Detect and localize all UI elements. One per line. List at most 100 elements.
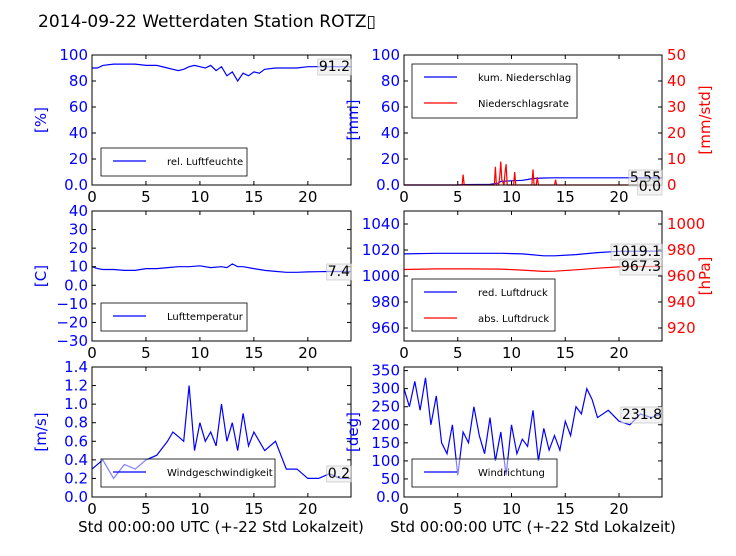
value-annotation: 0.2: [328, 466, 350, 482]
x-tick-label: 15: [244, 188, 263, 206]
y-tick-label: 20: [69, 150, 88, 168]
y-tick-label-right: 920: [667, 319, 696, 337]
legend: rel. Luftfeuchte: [100, 147, 248, 177]
y-tick-label: 960: [371, 319, 400, 337]
y-tick-label: 0.4: [64, 451, 88, 469]
chart-panel-5: 0 5 10 15 200.00.20.40.60.81.01.21.4[m/s]Win…: [32, 358, 352, 518]
x-axis-label-left: Std 00:00:00 UTC (+-22 Std Lokalzeit): [78, 518, 364, 536]
figure-title: 2014-09-22 Wetterdaten Station ROTZ▯: [38, 12, 376, 32]
value-annotation: 7.4: [328, 264, 350, 280]
value-annotation-box: [637, 178, 663, 196]
y-tick-label: 80: [381, 72, 400, 90]
y-tick-label: 100: [371, 452, 400, 470]
y-tick-label-right: 40: [667, 72, 686, 90]
y-tick-label: 50: [381, 470, 400, 488]
y-tick-label: 300: [371, 380, 400, 398]
plot-frame: [403, 54, 663, 186]
y-tick-label: 1020: [362, 241, 400, 259]
y-tick-label: 60: [381, 98, 400, 116]
y-tick-label: 980: [371, 293, 400, 311]
x-tick-label: 10: [190, 188, 209, 206]
legend-entry: rel. Luftfeuchte: [167, 157, 243, 168]
y-tick-label: 10: [69, 258, 88, 276]
y-axis-label: [C]: [32, 265, 50, 287]
chart-panel-3: 0 5 10 15 20−30−20−100.010203040[C]Lufttempe…: [32, 202, 352, 362]
legend: Lufttemperatur: [100, 302, 248, 332]
value-annotation-box: [326, 263, 352, 281]
value-annotation: 91.2: [319, 59, 350, 75]
y-tick-label: 80: [69, 72, 88, 90]
series-line-1-1: [92, 63, 351, 83]
y-axis-label-right: [mm/std]: [696, 85, 714, 154]
series-line-6-1: [403, 377, 663, 476]
x-tick-label: 10: [190, 344, 209, 362]
x-tick-label: 15: [556, 188, 575, 206]
x-tick-label: 10: [190, 500, 209, 518]
y-tick-label: 0.0: [64, 176, 88, 194]
legend-entry: kum. Niederschlag: [478, 73, 571, 84]
y-tick-label: 200: [371, 416, 400, 434]
y-tick-label: 1.0: [64, 395, 88, 413]
x-tick-label: 0: [87, 188, 97, 206]
series-line-5-1: [91, 385, 351, 480]
legend-box: [411, 458, 558, 488]
x-tick-label: 20: [298, 344, 317, 362]
y-tick-label-right: 940: [667, 293, 696, 311]
y-tick-label: 150: [371, 434, 400, 452]
y-tick-label-right: 960: [667, 267, 696, 285]
x-tick-label: 10: [502, 344, 521, 362]
chart-panel-1: 0 5 10 15 20 0.0 20 40 60 80 100 [%] rel. Luftfeucht…: [32, 46, 352, 206]
y-tick-label: 100: [59, 46, 88, 64]
x-tick-label: 15: [244, 500, 263, 518]
x-tick-label: 0: [87, 344, 97, 362]
legend: red. Luftdruck abs. Luftdruck: [411, 278, 556, 332]
x-tick-label: 0: [399, 344, 409, 362]
y-axis-label: [%]: [32, 107, 50, 133]
legend-entry: abs. Luftdruck: [478, 314, 549, 325]
x-tick-label: 20: [298, 500, 317, 518]
y-tick-label: −20: [56, 313, 88, 331]
x-tick-label: 5: [453, 188, 463, 206]
chart-panel-4: 0 5 10 15 20 960 980 1000 1020 1040 920 940 960 980 10…: [362, 210, 714, 362]
chart-panel-2: 0 5 10 15 20 0.0 20 40 60 80 100 0 10 20 30 40 50 [mm] [mm…: [344, 46, 714, 206]
y-tick-label: 1.4: [64, 358, 88, 376]
x-tick-label: 0: [399, 500, 409, 518]
y-tick-label: 1040: [362, 215, 400, 233]
y-tick-label: 0.6: [64, 432, 88, 450]
legend: Windrichtung: [411, 458, 558, 488]
legend-box: [100, 147, 248, 177]
x-tick-label: 10: [502, 188, 521, 206]
y-tick-label: 60: [69, 98, 88, 116]
y-tick-label: 0.0: [64, 276, 88, 294]
y-tick-label-right: 50: [667, 46, 686, 64]
y-tick-label: 40: [381, 124, 400, 142]
x-tick-label: 15: [556, 500, 575, 518]
y-tick-label: −30: [56, 332, 88, 350]
x-tick-label: 10: [502, 500, 521, 518]
legend: kum. Niederschlag Niederschlagsrate: [411, 63, 578, 119]
legend-entry: red. Luftdruck: [478, 288, 548, 299]
series-line-2-1: [404, 177, 662, 186]
legend-entry: Lufttemperatur: [167, 312, 244, 323]
plot-frame: [91, 366, 352, 498]
y-axis-label: [m/s]: [32, 412, 50, 451]
y-tick-label: 0.0: [64, 488, 88, 506]
y-tick-label: 0.2: [64, 469, 88, 487]
y-tick-label-right: 0: [667, 176, 677, 194]
x-tick-label: 20: [609, 188, 628, 206]
y-tick-label: 350: [371, 362, 400, 380]
x-axis-label-right: Std 00:00:00 UTC (+-22 Std Lokalzeit): [390, 518, 676, 536]
legend-box: [411, 278, 556, 332]
y-tick-label: 1000: [362, 267, 400, 285]
value-annotation: 0.0: [639, 179, 661, 195]
x-tick-label: 20: [609, 344, 628, 362]
value-annotation-box: [619, 258, 663, 276]
x-tick-label: 5: [141, 500, 151, 518]
legend-box: [100, 458, 276, 488]
value-annotation: 1019.1: [612, 244, 661, 260]
x-tick-label: 5: [141, 188, 151, 206]
x-tick-label: 20: [609, 500, 628, 518]
